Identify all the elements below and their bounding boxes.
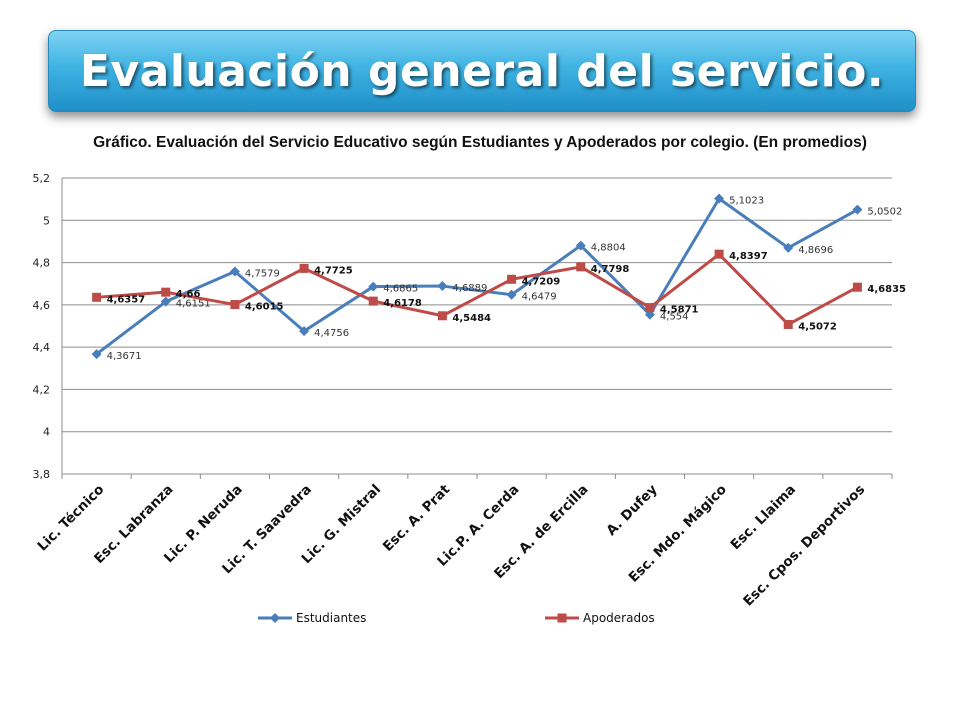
x-tick-label: Esc. Llaima	[727, 482, 799, 554]
legend-label: Apoderados	[583, 611, 655, 625]
data-label: 5,0502	[867, 207, 902, 218]
data-label: 4,5871	[660, 305, 699, 316]
page-title: Evaluación general del servicio.	[79, 45, 885, 97]
data-point	[160, 296, 171, 307]
data-label: 4,8804	[591, 243, 626, 254]
data-point	[714, 249, 724, 259]
legend-marker	[557, 613, 567, 623]
data-label: 4,3671	[107, 351, 142, 362]
data-point	[229, 266, 240, 277]
data-point	[91, 349, 102, 360]
data-point	[783, 319, 793, 329]
data-label: 4,7725	[314, 265, 353, 276]
y-tick-label: 4,2	[33, 383, 51, 396]
data-label: 4,7798	[591, 264, 630, 275]
data-point	[576, 262, 586, 272]
data-point	[368, 296, 378, 306]
x-tick-label: Esc. A. Prat	[380, 481, 454, 555]
data-point	[368, 281, 379, 292]
chart-title: Gráfico. Evaluación del Servicio Educati…	[93, 134, 867, 151]
data-point	[506, 289, 517, 300]
data-label: 4,7579	[245, 268, 280, 279]
data-point	[437, 311, 447, 321]
legend-marker	[270, 613, 280, 623]
y-tick-label: 3,8	[33, 468, 51, 481]
data-point	[161, 287, 171, 297]
data-label: 4,8397	[729, 251, 768, 262]
data-point	[852, 204, 863, 215]
title-banner: Evaluación general del servicio.	[48, 30, 916, 112]
data-label: 4,5484	[452, 313, 491, 324]
data-label: 4,6835	[867, 284, 906, 295]
data-label: 4,554	[660, 312, 689, 323]
data-label: 4,5072	[798, 321, 837, 332]
data-point	[299, 326, 310, 337]
x-tick-label: Esc. Cpos. Deportivos	[740, 482, 868, 610]
y-tick-label: 4	[43, 426, 50, 439]
y-tick-label: 5	[43, 214, 50, 227]
y-tick-label: 4,8	[33, 257, 51, 270]
data-point	[645, 303, 655, 313]
data-label: 4,66	[176, 289, 201, 300]
x-tick-label: A. Dufey	[603, 481, 661, 539]
series-line-estudiantes	[95, 197, 859, 356]
data-label: 4,6151	[176, 299, 211, 310]
data-point	[714, 193, 725, 204]
data-label: 4,6357	[107, 294, 146, 305]
data-label: 4,6479	[522, 292, 557, 303]
data-label: 4,6865	[383, 284, 418, 295]
data-label: 4,7209	[522, 276, 561, 287]
data-point	[783, 242, 794, 253]
data-label: 5,1023	[729, 196, 764, 207]
x-tick-label: Lic. Técnico	[34, 482, 107, 555]
data-point	[299, 263, 309, 273]
data-label: 4,4756	[314, 328, 349, 339]
y-tick-label: 5,2	[33, 172, 51, 185]
y-tick-label: 4,6	[33, 299, 51, 312]
data-point	[575, 240, 586, 251]
series-line-apoderados	[96, 252, 859, 326]
data-point	[852, 282, 862, 292]
legend-label: Estudiantes	[296, 611, 366, 625]
data-label: 4,6015	[245, 302, 284, 313]
data-label: 4,8696	[798, 245, 833, 256]
data-label: 4,6889	[452, 283, 487, 294]
data-point	[437, 281, 448, 292]
data-point	[92, 292, 102, 302]
y-tick-label: 4,4	[33, 341, 51, 354]
data-point	[230, 300, 240, 310]
data-label: 4,6178	[383, 298, 422, 309]
data-point	[507, 274, 517, 284]
